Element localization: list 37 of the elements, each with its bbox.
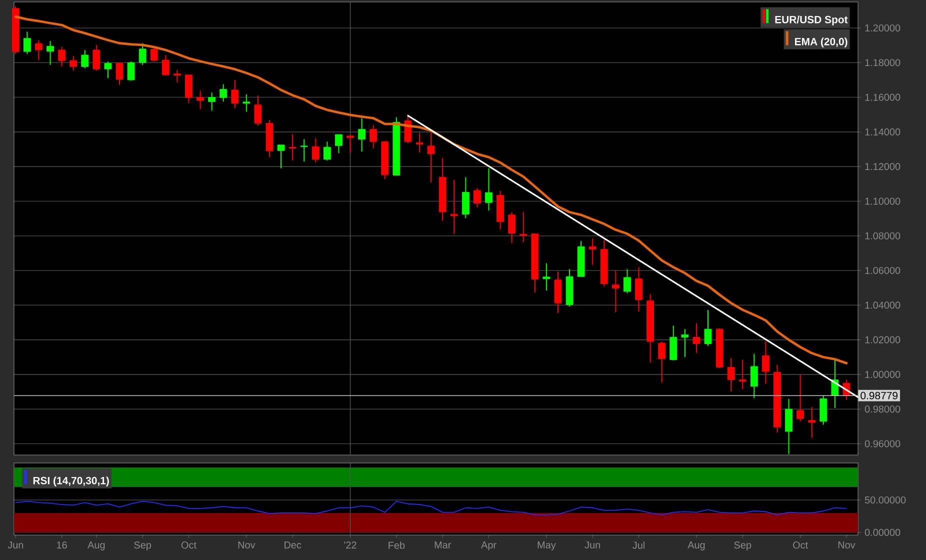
x-tick-label: Dec (284, 542, 302, 548)
legend-label: EUR/USD Spot (775, 16, 848, 26)
y-tick-label: 1.00000 (865, 370, 900, 378)
y-tick-label: 1.04000 (865, 302, 900, 309)
x-tick-label: Nov (838, 542, 856, 548)
x-tick-label: Feb (388, 542, 405, 549)
x-tick-label: Apr (481, 542, 496, 550)
y-tick-label: 1.18000 (865, 59, 900, 66)
y-tick-label: 1.16000 (865, 94, 900, 101)
y-tick-label: 1.20000 (865, 24, 900, 32)
x-tick-label: Jun (584, 542, 600, 548)
y-tick-label: 1.06000 (865, 266, 900, 274)
legend-label: EMA (20,0) (795, 38, 848, 48)
y-tick-label: 50.00000 (864, 496, 906, 504)
x-tick-label: Jul (632, 542, 644, 549)
x-tick-label: Sep (734, 542, 752, 551)
x-tick-label: Oct (181, 542, 196, 549)
y-tick-label: 0.00000 (864, 528, 900, 536)
x-tick-label: Oct (793, 542, 808, 549)
x-tick-label: Sep (134, 542, 152, 551)
y-tick-label: 1.08000 (865, 232, 900, 240)
ref-line-label: 0.98779 (860, 392, 898, 400)
y-tick-label: 1.02000 (865, 336, 900, 344)
x-tick-label: '22 (344, 542, 356, 548)
y-tick-label: 1.12000 (865, 163, 900, 170)
y-tick-label: 0.96000 (864, 440, 900, 448)
y-tick-label: 0.98000 (864, 406, 900, 413)
x-tick-label: Nov (238, 542, 256, 548)
x-tick-label: Aug (688, 542, 705, 550)
y-tick-label: 1.10000 (865, 198, 900, 205)
x-tick-label: 16 (57, 542, 67, 549)
x-tick-label: Mar (434, 542, 452, 548)
x-tick-label: May (538, 542, 556, 550)
y-tick-label: 1.14000 (865, 128, 900, 136)
x-tick-label: Jun (8, 542, 24, 548)
x-tick-label: Aug (88, 542, 105, 550)
legend-label: RSI (14,70,30,1) (33, 476, 109, 486)
